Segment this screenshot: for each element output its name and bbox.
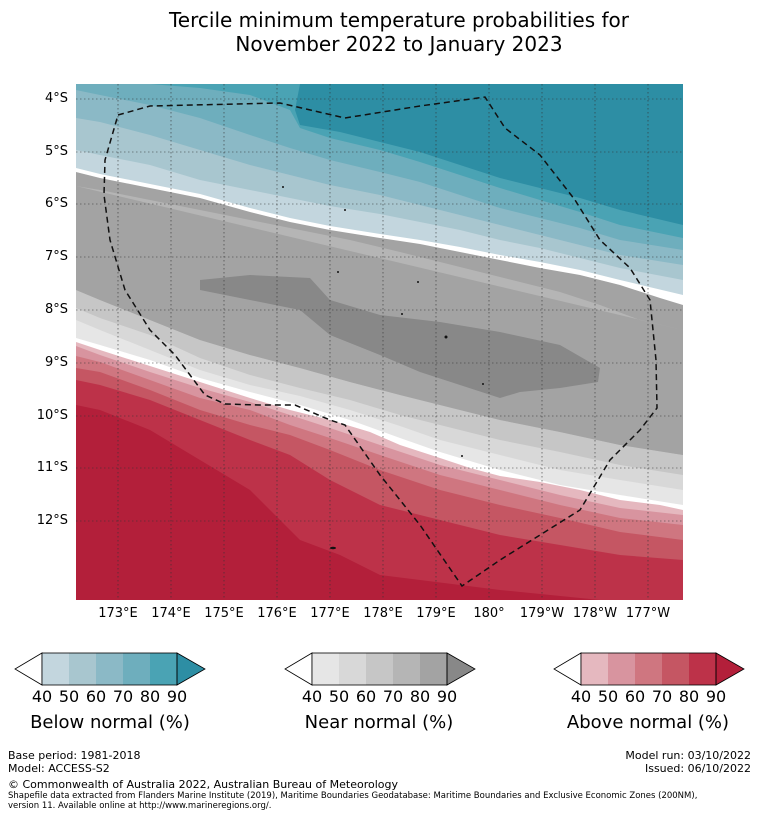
tick-label: 60 [355,687,377,706]
colorbar-near-min-arrow [284,652,313,686]
colorbar-near-title: Near normal (%) [304,712,454,733]
lon-label-180: 180° [473,606,505,621]
shapefile-credit-2: version 11. Available online at http://w… [8,801,272,811]
colorbar-near-seg-60 [366,653,393,685]
near-90-patch [200,275,600,398]
title-line-1: Tercile minimum temperature probabilitie… [168,8,630,32]
shapefile-credit-1: Shapefile data extracted from Flanders M… [8,791,698,801]
colorbar-above-ticks: 40 50 60 70 80 90 [553,687,747,707]
tick-label: 50 [597,687,619,706]
tick-label: 80 [678,687,700,706]
tick-label: 40 [31,687,53,706]
colorbar-above-seg-80 [689,653,716,685]
model-run: Model run: 03/10/2022 [625,749,751,762]
tick-label: 60 [85,687,107,706]
copyright: © Commonwealth of Australia 2022, Austra… [8,778,398,791]
colorbar-below-seg-40 [42,653,69,685]
island-dots [282,186,484,550]
colorbar-below-seg-80 [150,653,177,685]
colorbar-near-seg-40 [312,653,339,685]
lon-label-175e: 175°E [204,606,244,621]
chart-title: Tercile minimum temperature probabilitie… [0,8,758,56]
colorbar-above-seg-70 [662,653,689,685]
colorbar-near-seg-50 [339,653,366,685]
tick-label: 90 [436,687,458,706]
lon-label-176e: 176°E [257,606,297,621]
tick-label: 70 [382,687,404,706]
colorbar-below-max-arrow [176,652,206,686]
lon-label-173e: 173°E [98,606,138,621]
title-line-2: November 2022 to January 2023 [235,32,563,56]
lon-label-177e: 177°E [310,606,350,621]
lon-label-178e: 178°E [363,606,403,621]
lon-label-177w: 177°W [625,606,671,621]
lat-label-12s: 12°S [36,513,68,528]
tick-label: 70 [651,687,673,706]
lat-label-11s: 11°S [36,460,68,475]
lat-label-9s: 9°S [44,355,68,370]
colorbar-above-min-arrow [553,652,582,686]
colorbar-below-seg-60 [96,653,123,685]
colorbar-near-ticks: 40 50 60 70 80 90 [284,687,478,707]
colorbar-near-seg-80 [420,653,447,685]
issued-date: Issued: 06/10/2022 [644,762,751,775]
colorbar-above-title: Above normal (%) [566,712,730,733]
map-panel [76,84,683,600]
colorbar-below-min-arrow [14,652,43,686]
colorbar-above [553,652,745,686]
tick-label: 50 [328,687,350,706]
lon-label-179e: 179°E [416,606,456,621]
tick-label: 90 [166,687,188,706]
colorbar-near-seg-70 [393,653,420,685]
base-period: Base period: 1981-2018 [8,749,141,762]
lat-label-5s: 5°S [44,144,68,159]
lat-label-8s: 8°S [44,302,68,317]
colorbar-above-seg-40 [581,653,608,685]
colorbar-below [14,652,206,686]
tick-label: 70 [112,687,134,706]
tick-label: 80 [139,687,161,706]
lon-label-174e: 174°E [151,606,191,621]
lat-label-4s: 4°S [44,91,68,106]
lon-label-179w: 179°W [519,606,565,621]
lon-label-178w: 178°W [572,606,618,621]
colorbar-below-title: Below normal (%) [30,712,190,733]
colorbar-below-seg-50 [69,653,96,685]
colorbar-above-seg-60 [635,653,662,685]
lat-label-6s: 6°S [44,196,68,211]
tick-label: 40 [570,687,592,706]
colorbar-below-ticks: 40 50 60 70 80 90 [14,687,208,707]
tick-label: 90 [705,687,727,706]
lat-label-7s: 7°S [44,249,68,264]
lat-label-10s: 10°S [36,408,68,423]
tick-label: 50 [58,687,80,706]
below-90-band [295,84,683,225]
tick-label: 40 [301,687,323,706]
model-name: Model: ACCESS-S2 [8,762,110,775]
colorbar-above-seg-50 [608,653,635,685]
colorbar-near [284,652,476,686]
colorbar-above-max-arrow [715,652,745,686]
colorbar-below-seg-70 [123,653,150,685]
colorbar-near-max-arrow [446,652,476,686]
graticule [76,84,683,600]
eez-boundary [103,96,658,588]
tick-label: 80 [409,687,431,706]
tick-label: 60 [624,687,646,706]
